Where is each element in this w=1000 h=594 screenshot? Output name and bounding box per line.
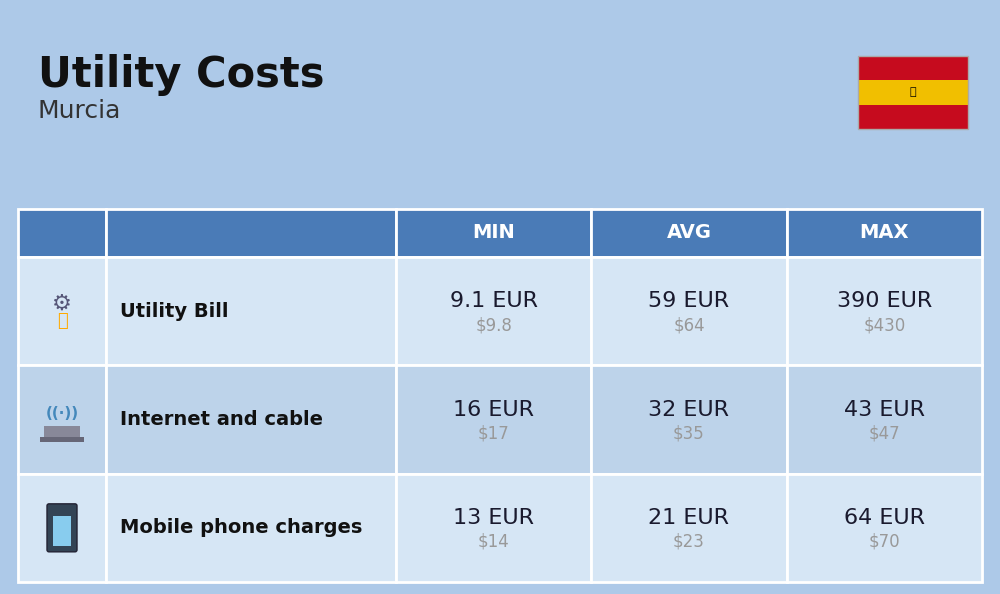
Text: 21 EUR: 21 EUR bbox=[648, 508, 730, 528]
Bar bbox=[858, 105, 968, 129]
Text: AVG: AVG bbox=[666, 223, 712, 242]
Text: $64: $64 bbox=[673, 316, 705, 334]
Text: $17: $17 bbox=[478, 425, 510, 443]
Bar bbox=[787, 365, 982, 473]
Text: 64 EUR: 64 EUR bbox=[844, 508, 925, 528]
Text: 13 EUR: 13 EUR bbox=[453, 508, 534, 528]
Bar bbox=[858, 80, 968, 105]
Text: ((·)): ((·)) bbox=[45, 406, 79, 421]
Bar bbox=[396, 473, 591, 582]
Text: 390 EUR: 390 EUR bbox=[837, 291, 932, 311]
Bar bbox=[106, 473, 396, 582]
Text: Utility Bill: Utility Bill bbox=[120, 302, 228, 321]
Bar bbox=[106, 257, 396, 365]
Text: Mobile phone charges: Mobile phone charges bbox=[120, 519, 362, 538]
Bar bbox=[396, 209, 591, 257]
Text: MIN: MIN bbox=[472, 223, 515, 242]
Text: $47: $47 bbox=[869, 425, 900, 443]
FancyBboxPatch shape bbox=[47, 504, 77, 552]
Bar bbox=[40, 437, 84, 441]
Bar bbox=[591, 473, 787, 582]
Bar bbox=[787, 257, 982, 365]
Text: $14: $14 bbox=[478, 533, 510, 551]
Bar bbox=[18, 473, 106, 582]
Text: 16 EUR: 16 EUR bbox=[453, 400, 534, 419]
Text: 43 EUR: 43 EUR bbox=[844, 400, 925, 419]
Bar bbox=[18, 209, 106, 257]
Text: 32 EUR: 32 EUR bbox=[648, 400, 730, 419]
Text: $70: $70 bbox=[869, 533, 900, 551]
Bar bbox=[858, 56, 968, 129]
Bar bbox=[591, 365, 787, 473]
Text: 🏛: 🏛 bbox=[910, 87, 916, 97]
Text: Utility Costs: Utility Costs bbox=[38, 54, 324, 96]
Bar bbox=[18, 365, 106, 473]
Bar bbox=[44, 425, 80, 438]
Bar bbox=[18, 257, 106, 365]
Bar bbox=[591, 257, 787, 365]
Text: 9.1 EUR: 9.1 EUR bbox=[450, 291, 538, 311]
Bar bbox=[106, 209, 396, 257]
Bar bbox=[396, 257, 591, 365]
Text: 59 EUR: 59 EUR bbox=[648, 291, 730, 311]
Text: Internet and cable: Internet and cable bbox=[120, 410, 323, 429]
Bar bbox=[787, 473, 982, 582]
Bar bbox=[787, 209, 982, 257]
Bar bbox=[591, 209, 787, 257]
Text: $23: $23 bbox=[673, 533, 705, 551]
Bar bbox=[106, 365, 396, 473]
Text: $35: $35 bbox=[673, 425, 705, 443]
Bar bbox=[53, 516, 71, 546]
Text: ⚙: ⚙ bbox=[52, 293, 72, 313]
Text: Murcia: Murcia bbox=[38, 99, 121, 123]
Bar bbox=[396, 365, 591, 473]
Text: $430: $430 bbox=[863, 316, 905, 334]
Bar bbox=[858, 56, 968, 80]
Text: MAX: MAX bbox=[860, 223, 909, 242]
Text: 🔋: 🔋 bbox=[57, 312, 67, 330]
Text: $9.8: $9.8 bbox=[475, 316, 512, 334]
